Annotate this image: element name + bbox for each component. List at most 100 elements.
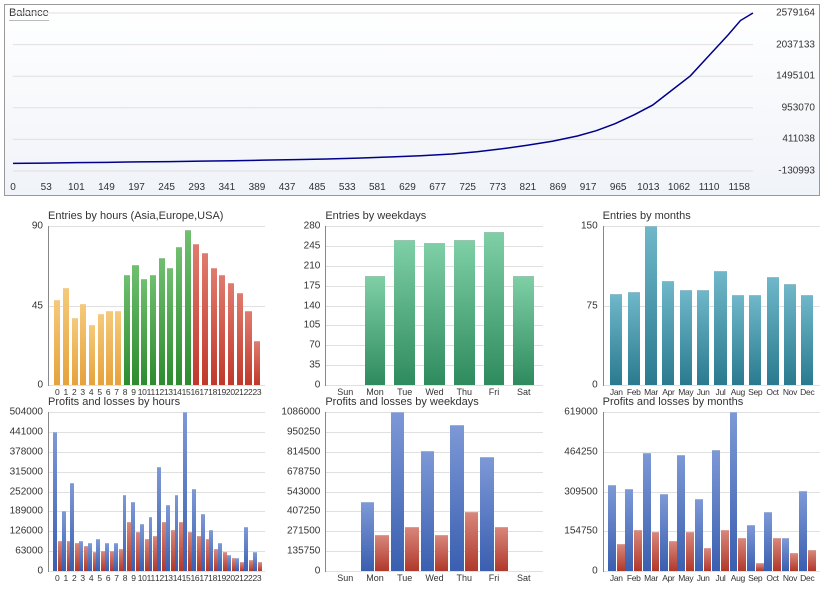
bar-slot (479, 226, 509, 385)
bar-slot (729, 412, 746, 571)
bar-slot (330, 412, 360, 571)
bar-slot (114, 412, 123, 571)
pl-hours-title: Profits and losses by hours (48, 396, 265, 410)
chart-y-tick: 126000 (10, 526, 43, 537)
bar (176, 247, 182, 385)
bar-slot (88, 226, 97, 385)
balance-x-tick: 965 (610, 182, 627, 193)
bar-slot (166, 412, 175, 571)
balance-y-tick: 953070 (782, 102, 815, 113)
profit-bar (218, 543, 222, 571)
balance-x-tick: 773 (489, 182, 506, 193)
pl-months-title: Profits and losses by months (603, 396, 820, 410)
chart-x-tick: Mar (642, 573, 659, 587)
balance-x-tick: 389 (249, 182, 266, 193)
chart-x-tick: May (677, 573, 694, 587)
chart-x-tick: Fri (479, 573, 509, 587)
loss-bar (756, 563, 764, 571)
loss-bar (790, 553, 798, 571)
bar-slot (729, 226, 746, 385)
loss-bar (617, 544, 625, 571)
chart-x-axis: SunMonTueWedThuFriSat (326, 573, 542, 587)
profit-bar (70, 483, 74, 571)
bar-slot (747, 412, 764, 571)
bar (697, 290, 709, 385)
balance-x-tick: 0 (10, 182, 16, 193)
chart-y-tick: 0 (37, 566, 43, 577)
bar-slot (781, 226, 798, 385)
profit-bar (227, 555, 231, 571)
pl-row: Profits and losses by hours 063000126000… (4, 396, 820, 574)
balance-x-tick: 533 (339, 182, 356, 193)
chart-bars (604, 226, 820, 385)
balance-x-tick: 1110 (699, 182, 720, 193)
bar-slot (235, 412, 244, 571)
balance-x-tick: 581 (369, 182, 386, 193)
chart-y-tick: 678750 (287, 466, 320, 477)
profit-bar (79, 541, 83, 571)
chart-x-tick: Sun (330, 573, 360, 587)
loss-bar (738, 538, 746, 571)
profit-bar (510, 570, 523, 571)
balance-y-tick: 411038 (782, 134, 815, 145)
pl-weekdays-title: Profits and losses by weekdays (325, 396, 542, 410)
loss-bar (524, 570, 537, 571)
chart-y-tick: 0 (315, 566, 321, 577)
balance-x-axis: 0531011491972452933413894374855335816296… (5, 177, 757, 195)
chart-y-tick: 0 (592, 380, 598, 391)
loss-bar (465, 512, 478, 571)
balance-x-tick: 1062 (668, 182, 690, 193)
balance-y-tick: -130993 (778, 166, 815, 177)
entries-weekdays-cell: Entries by weekdays 03570105140175210245… (281, 210, 542, 388)
profit-bar (175, 495, 179, 571)
chart-x-tick: Sep (747, 573, 764, 587)
bar-slot (642, 412, 659, 571)
chart-bars (326, 226, 542, 385)
bar-slot (140, 412, 149, 571)
balance-x-tick: 917 (580, 182, 597, 193)
chart-y-tick: 0 (592, 566, 598, 577)
profit-bar (695, 499, 703, 571)
bar-slot (390, 412, 420, 571)
bar-slot (608, 226, 625, 385)
chart-y-axis: 0630001260001890002520003150003780004410… (5, 412, 47, 571)
balance-y-tick: 1495101 (776, 71, 815, 82)
chart-y-tick: 464250 (564, 446, 597, 457)
bar-slot (360, 412, 390, 571)
profit-bar (480, 457, 493, 571)
bar-slot (192, 226, 201, 385)
pl-hours-chart: 0630001260001890002520003150003780004410… (48, 412, 265, 572)
bar-slot (149, 412, 158, 571)
chart-x-tick: 2 (70, 573, 78, 587)
profit-bar (114, 543, 118, 571)
chart-y-tick: 175 (304, 280, 321, 291)
bar-slot (360, 226, 390, 385)
bar (680, 290, 692, 385)
bar (732, 295, 744, 385)
chart-y-tick: 0 (315, 380, 321, 391)
profit-bar (450, 425, 463, 571)
loss-bar (808, 550, 816, 571)
profit-bar (712, 450, 720, 571)
balance-x-tick: 1013 (637, 182, 659, 193)
bar (767, 277, 779, 385)
bar (454, 240, 475, 385)
profit-bar (625, 489, 633, 571)
bar-slot (70, 412, 79, 571)
bar (484, 232, 505, 385)
loss-bar (495, 527, 508, 571)
bar (365, 276, 386, 385)
bar-slot (712, 226, 729, 385)
bar (424, 243, 445, 385)
balance-x-tick: 725 (459, 182, 476, 193)
chart-x-tick: 4 (87, 573, 95, 587)
bar (98, 314, 104, 385)
bar (89, 325, 95, 385)
entries-weekdays-title: Entries by weekdays (325, 210, 542, 224)
profit-bar (235, 558, 239, 571)
profit-bar (253, 552, 257, 571)
bar-slot (96, 226, 105, 385)
balance-x-tick: 53 (41, 182, 52, 193)
balance-x-tick: 245 (158, 182, 175, 193)
bar-slot (235, 226, 244, 385)
